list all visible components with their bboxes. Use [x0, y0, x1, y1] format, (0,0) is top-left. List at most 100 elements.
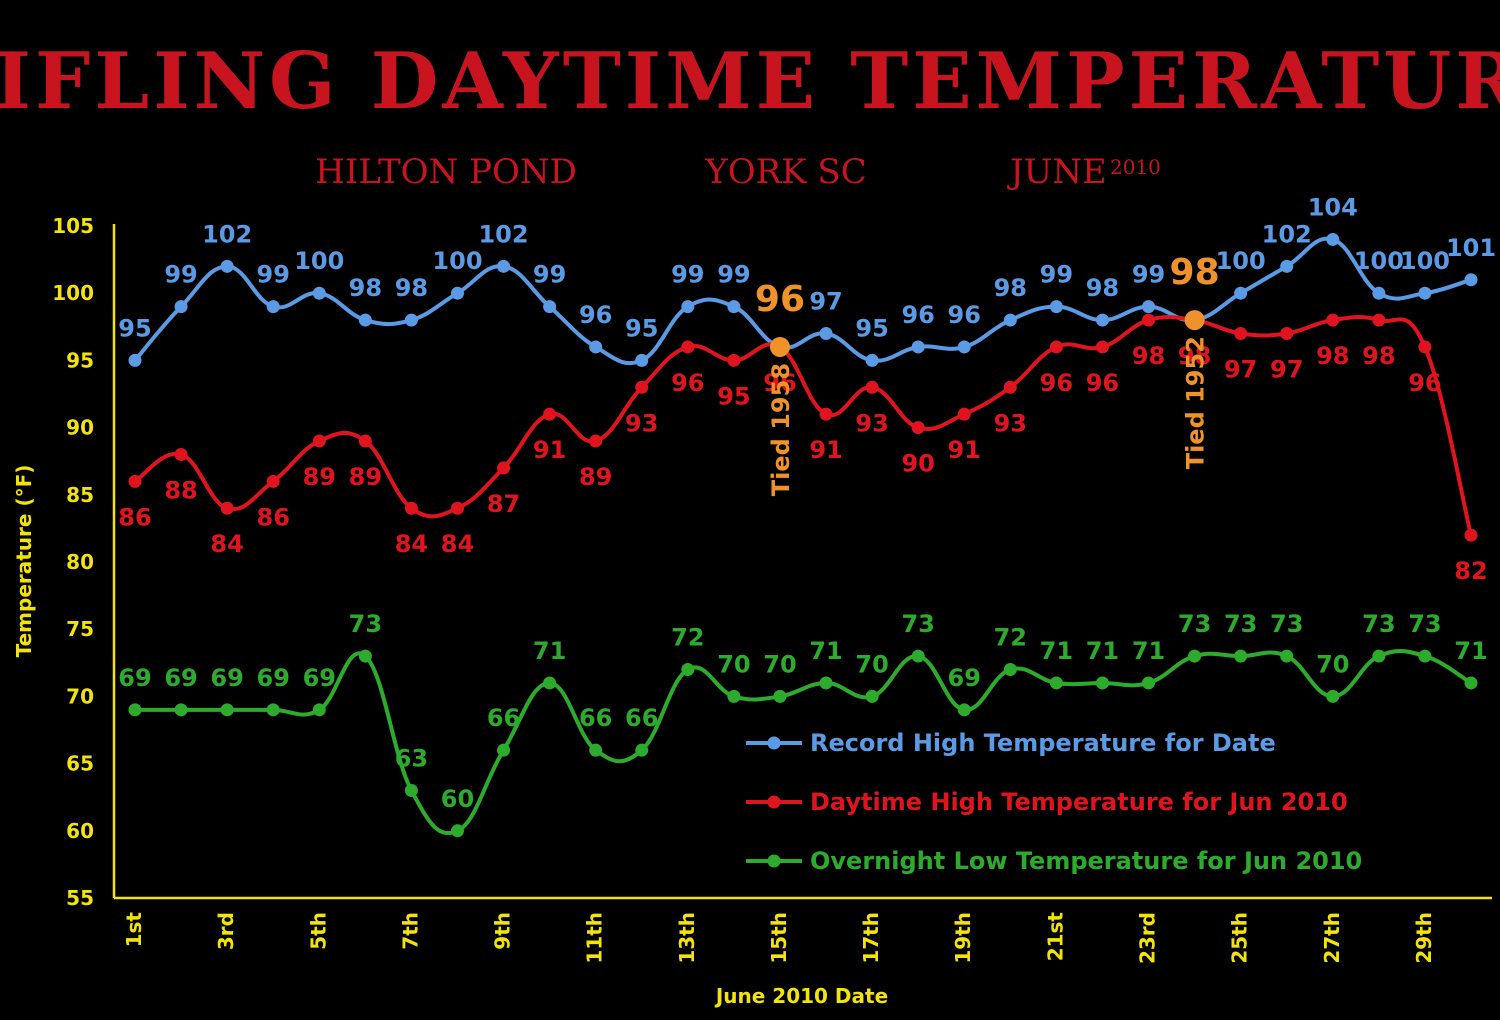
series-0-point: [543, 300, 557, 314]
y-tick-label: 90: [66, 416, 94, 440]
series-2-point: [911, 649, 925, 663]
series-0-point: [727, 300, 741, 314]
series-1-point: [681, 340, 695, 354]
series-2-point: [727, 689, 741, 703]
series-0-data-label: 99: [164, 261, 197, 289]
series-1-data-label: 96: [1408, 369, 1441, 397]
series-0-point: [497, 259, 511, 273]
series-2-point: [819, 676, 833, 690]
series-0-data-label: 96: [948, 301, 981, 329]
series-0-data-label: 100: [1400, 247, 1450, 275]
series-0-point: [1418, 286, 1432, 300]
series-2-data-label: 69: [210, 664, 243, 692]
series-0-point: [911, 340, 925, 354]
series-2-data-label: 71: [1086, 637, 1119, 665]
legend-label: Daytime High Temperature for Jun 2010: [810, 788, 1348, 816]
series-2-point: [865, 689, 879, 703]
series-1-data-label: 93: [994, 409, 1027, 437]
series-2-data-label: 69: [303, 664, 336, 692]
series-1-data-label: 91: [809, 436, 842, 464]
series-2-point: [220, 703, 234, 717]
series-2-point: [312, 703, 326, 717]
series-0-data-label: 95: [625, 314, 658, 342]
series-0-point: [1003, 313, 1017, 327]
x-tick-label: 19th: [951, 912, 975, 964]
series-2-point: [543, 676, 557, 690]
series-1-point: [128, 474, 142, 488]
series-1-point: [819, 407, 833, 421]
series-2-data-label: 71: [1132, 637, 1165, 665]
x-tick-label: 23rd: [1136, 912, 1160, 964]
subtitle-location: YORK SC: [704, 152, 866, 192]
series-0-data-label: 100: [294, 247, 344, 275]
series-2-data-label: 66: [487, 704, 520, 732]
series-1-data-label: 95: [717, 382, 750, 410]
series-0-data-label: 104: [1308, 193, 1358, 221]
x-tick-label: 13th: [675, 912, 699, 964]
x-tick-labels: 1st 3rd 5th 7th 9th 11th 13th 15th 17th 19th 21st 2…: [122, 912, 1436, 964]
tie-value-label: 98: [1170, 252, 1220, 293]
series-1-data-label: 86: [118, 503, 151, 531]
series-2-data-label: 73: [1362, 610, 1395, 638]
series-1-point: [1464, 528, 1478, 542]
series-0-point: [1326, 232, 1340, 246]
series-0-data-label: 99: [717, 261, 750, 289]
series-points: [128, 232, 1478, 838]
series-0-data-label: 99: [671, 261, 704, 289]
series-2-point: [1188, 649, 1202, 663]
series-1-point: [1095, 340, 1109, 354]
series-1-data-label: 97: [1270, 356, 1303, 384]
series-1-data-label: 96: [763, 369, 796, 397]
series-1-point: [911, 421, 925, 435]
series-2-point: [266, 703, 280, 717]
series-2-data-label: 60: [441, 785, 474, 813]
series-1-point: [1280, 327, 1294, 341]
series-0-data-label: 99: [257, 261, 290, 289]
series-1-data-label: 84: [210, 530, 243, 558]
series-0-data-label: 99: [1040, 261, 1073, 289]
series-2-data-label: 70: [855, 650, 888, 678]
series-0-data-label: 102: [202, 220, 252, 248]
series-2-data-label: 69: [164, 664, 197, 692]
series-0-data-label: 101: [1446, 234, 1496, 262]
series-1-point: [174, 447, 188, 461]
series-1-data-label: 98: [1178, 342, 1211, 370]
series-1-data-label: 82: [1454, 557, 1487, 585]
series-0-data-label: 102: [478, 220, 528, 248]
series-2-point: [174, 703, 188, 717]
series-2-data-label: 72: [671, 624, 704, 652]
y-tick-label: 95: [66, 348, 94, 372]
y-tick-labels: 55 60 65 70 75 80 85 90 95 100 105: [52, 214, 94, 910]
series-0-data-label: 98: [349, 274, 382, 302]
series-0-data-label: 98: [1086, 274, 1119, 302]
y-tick-label: 100: [52, 281, 94, 305]
series-2-point: [1418, 649, 1432, 663]
chart-title: STIFLING DAYTIME TEMPERATURES: [0, 36, 1500, 127]
series-0-data-label: 99: [1132, 261, 1165, 289]
y-tick-label: 75: [66, 617, 94, 641]
series-0-data-label: 99: [533, 261, 566, 289]
series-0-point: [589, 340, 603, 354]
series-1-point: [589, 434, 603, 448]
y-tick-label: 60: [66, 819, 94, 843]
series-2-data-label: 70: [763, 650, 796, 678]
tie-value-label: 96: [755, 279, 805, 320]
series-0-data-label: 100: [1216, 247, 1266, 275]
series-0-point: [865, 353, 879, 367]
series-1-point: [543, 407, 557, 421]
series-1-data-label: 89: [349, 463, 382, 491]
series-2-point: [1326, 689, 1340, 703]
series-1-data-label: 84: [395, 530, 428, 558]
x-tick-label: 7th: [398, 912, 422, 950]
x-tick-label: 11th: [583, 912, 607, 964]
series-0-point: [635, 353, 649, 367]
series-2-data-label: 73: [1408, 610, 1441, 638]
series-0-point: [358, 313, 372, 327]
series-2-point: [1095, 676, 1109, 690]
series-0-point: [1095, 313, 1109, 327]
series-0-point: [312, 286, 326, 300]
series-2-data-label: 66: [625, 704, 658, 732]
x-tick-label: 25th: [1228, 912, 1252, 964]
subtitle-month: JUNE: [1007, 152, 1107, 192]
series-2-data-label: 71: [1454, 637, 1487, 665]
